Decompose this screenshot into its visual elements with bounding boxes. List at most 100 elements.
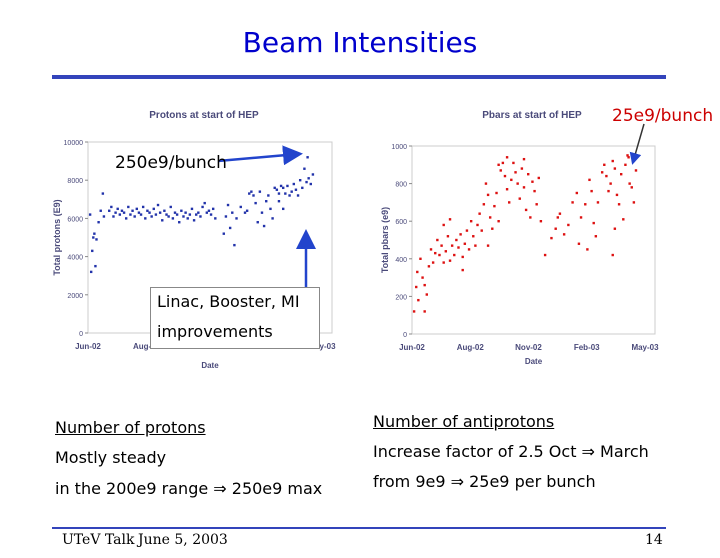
improvements-box: Linac, Booster, MI improvements (150, 287, 320, 349)
pbar-data-point (611, 253, 614, 257)
slide-title: Beam Intensities (242, 26, 478, 59)
pbar-callout-arrow (629, 123, 645, 165)
proton-callout-label: 250e9/bunch (115, 153, 227, 173)
proton-data-point (186, 217, 189, 220)
pbar-data-point (486, 193, 490, 197)
pbar-data-point (533, 189, 536, 193)
pbar-data-point (613, 227, 617, 230)
proton-data-point (277, 200, 281, 203)
pbar-xtick-label: Jun-02 (399, 343, 425, 352)
pbar-data-point (617, 203, 621, 206)
proton-data-point (150, 215, 153, 218)
proton-data-point (131, 209, 134, 212)
pbar-data-point (442, 223, 445, 227)
pbar-data-point (588, 178, 591, 182)
proton-data-point (195, 213, 198, 216)
pbar-data-point (627, 156, 630, 159)
proton-xaxis-label: Date (201, 361, 219, 370)
proton-data-point (301, 186, 304, 190)
proton-data-point (201, 205, 204, 209)
proton-ytick-label: 6000 (67, 216, 83, 223)
pbar-data-point (457, 246, 460, 249)
pbar-ytick-label: 400 (395, 257, 407, 264)
proton-ytick-label: 10000 (64, 140, 84, 147)
antiprotons-heading: Number of antiprotons (373, 412, 555, 431)
proton-data-point (231, 211, 234, 214)
pbar-data-point (520, 167, 524, 170)
pbar-data-point (634, 169, 638, 172)
pbar-data-point (505, 156, 509, 159)
proton-data-point (306, 156, 309, 159)
pbar-callout-label: 25e9/bunch (612, 106, 714, 126)
pbar-plot-frame (411, 145, 656, 335)
pbar-data-point (482, 203, 486, 206)
pbar-data-point (467, 248, 471, 251)
pbar-data-point (461, 268, 464, 272)
pbar-data-point (455, 238, 458, 242)
pbar-data-point (529, 216, 532, 219)
pbar-data-point (558, 212, 562, 215)
proton-data-point (296, 194, 300, 197)
improvements-line2: improvements (157, 322, 273, 341)
proton-data-point (284, 192, 287, 195)
proton-data-point (307, 177, 310, 180)
proton-data-point (248, 192, 251, 195)
pbar-ytick-label: 1000 (391, 144, 407, 151)
pbar-data-point (463, 242, 467, 245)
pbar-xaxis-label: Date (525, 357, 543, 366)
proton-xtick-label: Aug-02 (133, 342, 161, 351)
pbar-data-point (412, 310, 416, 313)
proton-data-point (146, 209, 149, 212)
pbar-data-point (444, 250, 448, 253)
proton-data-point (258, 190, 262, 193)
pbar-data-point (459, 233, 462, 236)
pbar-data-point (499, 169, 502, 172)
pbar-data-point (600, 171, 604, 174)
pbar-data-point (577, 242, 581, 245)
pbar-data-point (486, 244, 490, 247)
pbar-data-point (514, 171, 517, 174)
proton-data-point (135, 207, 138, 211)
pbar-data-point (611, 159, 614, 163)
proton-data-point (137, 211, 141, 214)
proton-data-point (127, 205, 130, 209)
pbar-data-point (567, 223, 570, 227)
pbar-ytick-label: 200 (395, 294, 407, 301)
proton-ytick-label: 0 (79, 331, 83, 338)
proton-data-point (271, 217, 274, 220)
proton-data-point (290, 190, 293, 193)
proton-data-point (211, 207, 215, 211)
antiprotons-line1: Increase factor of 2.5 Oct ⇒ March (373, 442, 649, 461)
proton-data-point (110, 205, 113, 209)
title-rule (52, 75, 666, 79)
proton-data-point (118, 213, 122, 216)
proton-data-point (199, 215, 202, 218)
proton-data-point (305, 180, 308, 184)
proton-data-point (222, 232, 225, 235)
proton-data-point (180, 209, 183, 212)
proton-data-point (156, 203, 160, 207)
pbar-data-point (626, 154, 629, 157)
pbar-data-point (522, 157, 526, 161)
pbar-data-point (630, 186, 633, 189)
proton-data-point (265, 200, 268, 203)
pbar-data-point (527, 173, 530, 176)
pbar-chart-title: Pbars at start of HEP (482, 110, 582, 121)
pbar-data-point (423, 310, 426, 313)
proton-data-point (188, 213, 192, 216)
pbar-data-point (493, 204, 496, 208)
pbar-data-point (448, 259, 452, 262)
footer-date: June 5, 2003 (138, 532, 228, 548)
improvements-line1: Linac, Booster, MI (157, 292, 300, 311)
proton-data-point (169, 205, 172, 209)
proton-data-point (175, 213, 179, 216)
pbar-data-point (609, 182, 612, 185)
proton-data-point (95, 238, 98, 241)
proton-data-point (93, 232, 96, 235)
proton-data-point (129, 213, 132, 216)
pbar-data-point (575, 191, 579, 195)
proton-data-point (235, 217, 238, 220)
pbar-data-point (436, 238, 439, 242)
proton-data-point (269, 207, 272, 211)
proton-data-point (303, 167, 306, 170)
